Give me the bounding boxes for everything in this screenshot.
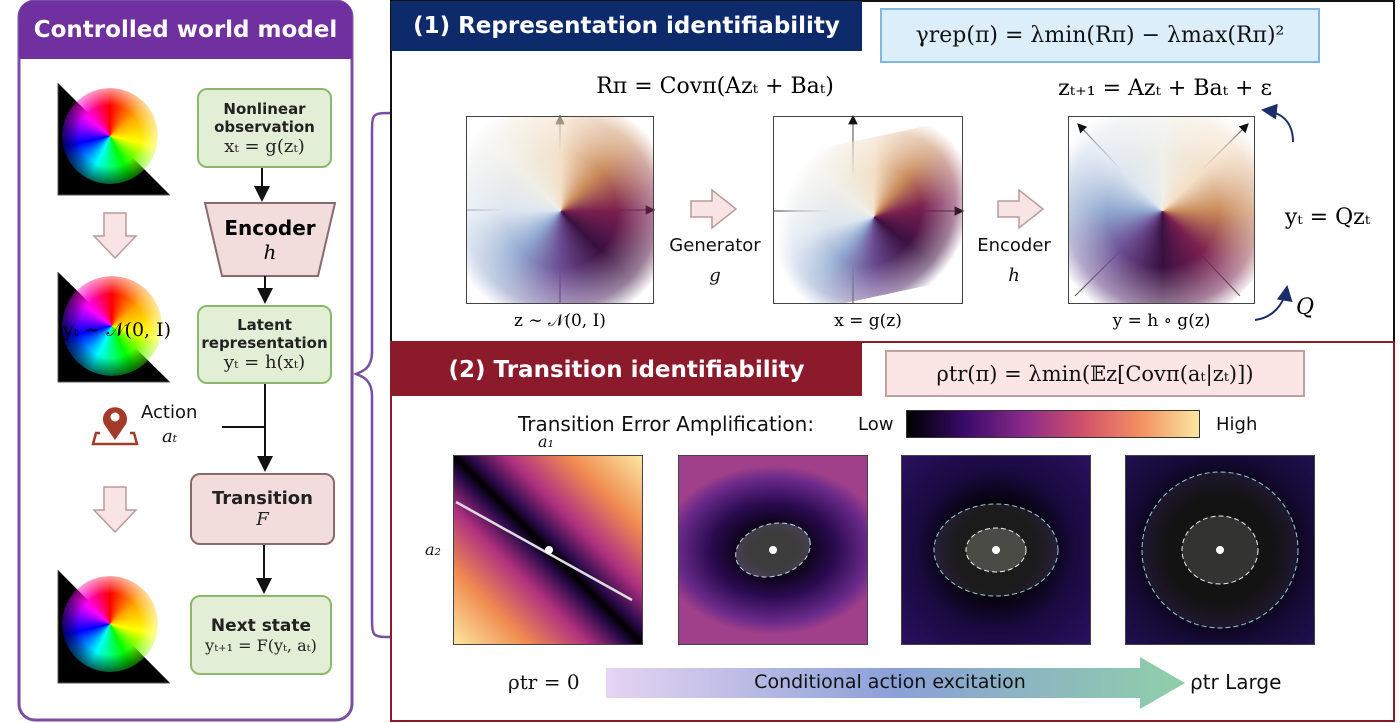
axis-y: a₂: [425, 540, 441, 559]
next-scatter: [62, 576, 158, 672]
box-formula: yₜ = h(xₜ): [223, 352, 306, 373]
right-end: ρtr Large: [1190, 670, 1282, 694]
scatter-x: [773, 116, 963, 304]
generator-symbol: g: [709, 264, 721, 286]
transition-box: Transition F: [190, 473, 335, 545]
box-symbol: F: [256, 509, 269, 530]
obs-scatter: [62, 88, 158, 184]
panel-overlay: [933, 503, 1059, 597]
caption: z ∼ 𝒩(0, I): [514, 311, 606, 331]
dynamics: zₜ₊₁ = Azₜ + Baₜ + ε: [1058, 75, 1272, 101]
arrow-label: Conditional action excitation: [754, 671, 1026, 693]
next-state-box: Next state yₜ₊₁ = F(yₜ, aₜ): [190, 595, 332, 675]
latent-box: Latent representation yₜ = h(xₜ): [197, 305, 332, 384]
axis-x: a₁: [538, 432, 554, 451]
caption: y = h ∘ g(z): [1112, 311, 1211, 331]
covariance: Rπ = Covπ(Azₜ + Baₜ): [596, 73, 834, 99]
encoder-box: Encoder h: [205, 210, 335, 270]
box-label: Transition: [212, 488, 313, 509]
panel-overlay: [455, 500, 633, 602]
colorbar-high: High: [1216, 414, 1258, 435]
excitation-panel: [1125, 455, 1315, 645]
caption: x = g(z): [834, 311, 902, 331]
generator-label: Generator: [669, 234, 761, 256]
colorbar: [906, 410, 1200, 438]
scatter-z: [466, 116, 654, 304]
scatter-fill: [467, 117, 653, 303]
left-title: Controlled world model: [19, 1, 352, 59]
flow-arrows: [222, 168, 273, 594]
excitation-panel: [678, 455, 868, 645]
excitation-panel: [453, 455, 643, 645]
action-symbol: aₜ: [162, 426, 178, 447]
latent-scatter: [62, 276, 162, 376]
section1-metric: γrep(π) = λmin(Rπ) − λmax(Rπ)²: [880, 8, 1320, 63]
colorbar-title: Transition Error Amplification:: [518, 412, 815, 436]
down-arrows: [92, 212, 138, 534]
box-formula: xₜ = g(zₜ): [224, 135, 305, 157]
box-label: Encoder: [224, 216, 316, 240]
action-icon: [91, 407, 139, 446]
section2-frame: [390, 341, 1395, 722]
brace: [353, 111, 393, 639]
encoder-symbol: h: [1008, 264, 1020, 286]
section1-title: (1) Representation identifiability: [391, 1, 862, 51]
scatter-y: [1068, 116, 1255, 304]
scatter-fill: [1069, 117, 1254, 303]
encoder-label: Encoder: [977, 234, 1051, 256]
observation-box: Nonlinear observation xₜ = g(zₜ): [197, 88, 332, 168]
action-label: Action: [141, 402, 198, 423]
panel-overlay: [1141, 471, 1299, 629]
excitation-panel: [901, 455, 1091, 645]
section2-metric: ρtr(π) = λmin(𝔼z[Covπ(aₜ|zₜ)]): [885, 350, 1305, 397]
box-symbol: h: [263, 240, 277, 264]
rotation-arrows: [1254, 103, 1294, 321]
left-end: ρtr = 0: [508, 670, 580, 694]
box-label: Latent representation: [201, 316, 328, 352]
colorbar-low: Low: [858, 414, 894, 435]
section2-title: (2) Transition identifiability: [391, 343, 862, 396]
box-label: Next state: [210, 615, 312, 636]
rotation: yₜ = Qzₜ: [1284, 204, 1371, 230]
scatter-fill: [774, 117, 962, 303]
encoder-shape: [203, 202, 337, 277]
latent-distribution: yₜ ∼ 𝒩(0, I): [62, 319, 172, 341]
box-formula: yₜ₊₁ = F(yₜ, aₜ): [205, 635, 317, 655]
excitation-arrow: [606, 657, 1185, 709]
panel-overlay: [735, 522, 811, 578]
rotation-symbol: Q: [1295, 294, 1315, 320]
box-label: Nonlinear observation: [214, 99, 315, 136]
right-arrows: [690, 188, 1045, 230]
